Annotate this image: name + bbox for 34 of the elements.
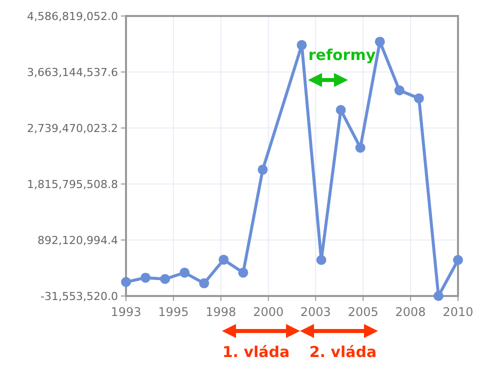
x-tick-label: 1995: [158, 305, 189, 319]
y-tick-label: 892,120,994.4: [38, 234, 118, 247]
x-tick-label: 1998: [206, 305, 236, 319]
point: [199, 278, 210, 288]
point: [218, 254, 229, 265]
point: [433, 291, 444, 301]
point: [394, 85, 404, 96]
x-tick-label: 2005: [348, 305, 378, 319]
point: [180, 268, 190, 278]
x-tick-label: 1993: [110, 305, 142, 319]
text: 2. vláda: [309, 343, 377, 361]
point: [140, 272, 151, 283]
point: [355, 142, 366, 153]
point: [296, 40, 307, 50]
point: [453, 255, 463, 266]
point: [414, 93, 424, 104]
y-tick-label: 2,739,470,023.2: [27, 122, 118, 135]
point: [316, 255, 326, 266]
point: [238, 268, 248, 278]
x-tick-label: 2008: [395, 305, 426, 319]
point: [336, 105, 346, 116]
y-tick-label: -31,553,520.0: [40, 290, 118, 303]
point: [374, 36, 385, 47]
point: [121, 277, 131, 288]
x-tick-label: 2000: [253, 305, 284, 319]
y-tick-label: 4,586,819,052.0: [27, 10, 118, 23]
point: [258, 164, 268, 175]
y-tick-label: 3,663,144,537.6: [27, 66, 118, 79]
y-tick-label: 1,815,795,508.8: [27, 178, 118, 191]
x-tick-label: 2003: [300, 305, 331, 319]
text: 1. vláda: [222, 343, 290, 361]
point: [160, 274, 170, 284]
annotation: reformy: [308, 46, 376, 64]
x-tick-label: 2010: [442, 305, 474, 319]
